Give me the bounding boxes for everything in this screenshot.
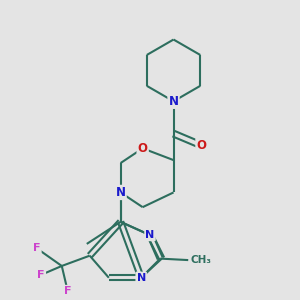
Text: F: F [33,243,40,253]
Text: F: F [38,270,45,280]
Text: F: F [64,286,71,296]
Text: CH₃: CH₃ [190,255,212,265]
Text: N: N [136,273,146,283]
Text: N: N [116,186,126,199]
Text: O: O [138,142,148,155]
Text: O: O [196,139,206,152]
Text: N: N [146,230,154,240]
Text: N: N [169,95,178,108]
